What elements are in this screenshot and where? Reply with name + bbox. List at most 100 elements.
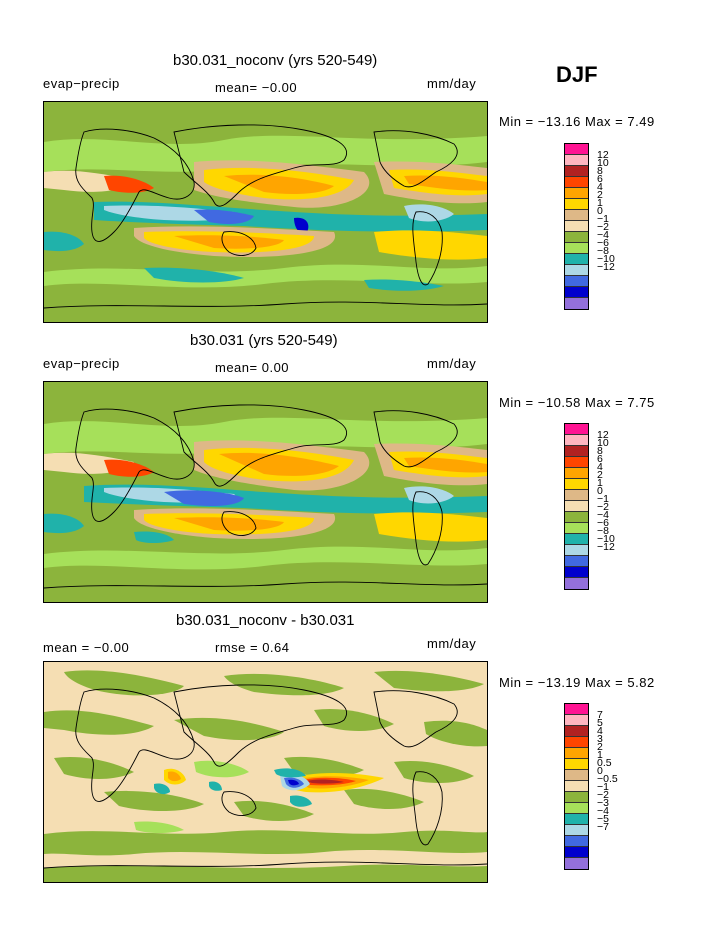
swatch — [565, 446, 588, 457]
panel-1-units-label: mm/day — [427, 76, 477, 91]
colorbar-tick-label: 6 — [597, 453, 603, 465]
swatch — [565, 748, 588, 759]
panel-1-contour-plot — [44, 102, 487, 322]
swatch — [565, 704, 588, 715]
colorbar-tick-label: 6 — [597, 173, 603, 185]
swatch — [565, 265, 588, 276]
swatch — [565, 199, 588, 210]
swatch — [565, 556, 588, 567]
colorbar-tick-label: 1 — [597, 197, 603, 209]
swatch — [565, 243, 588, 254]
swatch — [565, 578, 588, 589]
swatch — [565, 523, 588, 534]
swatch — [565, 545, 588, 556]
colorbar-tick-label: 10 — [597, 437, 609, 449]
colorbar-tick-label: 0 — [597, 485, 603, 497]
panel-2-units-label: mm/day — [427, 356, 477, 371]
colorbar-tick-label: −10 — [597, 253, 615, 265]
swatch — [565, 512, 588, 523]
swatch — [565, 715, 588, 726]
panel-2-variable-label: evap−precip — [43, 356, 120, 371]
panel-2-minmax: Min = −10.58 Max = 7.75 — [499, 395, 655, 410]
swatch — [565, 435, 588, 446]
swatch — [565, 155, 588, 166]
panel-1-variable-label: evap−precip — [43, 76, 120, 91]
panel-1-colorbar — [564, 143, 589, 310]
swatch — [565, 836, 588, 847]
swatch — [565, 254, 588, 265]
season-label: DJF — [556, 62, 598, 87]
swatch — [565, 792, 588, 803]
colorbar-tick-label: 8 — [597, 445, 603, 457]
panel-2-colorbar-labels: 12 10 8 6 4 2 1 0 −1 −2 −4 −6 −8 −10 −12 — [597, 429, 615, 553]
colorbar-tick-label: −8 — [597, 525, 609, 537]
swatch — [565, 858, 588, 869]
colorbar-tick-label: −10 — [597, 533, 615, 545]
colorbar-tick-label: 4 — [597, 725, 603, 737]
colorbar-tick-label: 0 — [597, 205, 603, 217]
colorbar-tick-label: −8 — [597, 245, 609, 257]
swatch — [565, 534, 588, 545]
colorbar-tick-label: 0.5 — [597, 757, 612, 769]
swatch — [565, 188, 588, 199]
swatch — [565, 232, 588, 243]
colorbar-tick-label: −4 — [597, 805, 609, 817]
swatch — [565, 737, 588, 748]
panel-1-colorbar-labels: 12 10 8 6 4 2 1 0 −1 −2 −4 −6 −8 −10 −12 — [597, 150, 615, 273]
colorbar-tick-label: 1 — [597, 477, 603, 489]
panel-2-title: b30.031 (yrs 520-549) — [190, 332, 338, 349]
swatch — [565, 847, 588, 858]
colorbar-tick-label: −12 — [597, 541, 615, 553]
panel-2-contour-plot — [44, 382, 487, 602]
swatch — [565, 490, 588, 501]
swatch — [565, 759, 588, 770]
swatch — [565, 298, 588, 309]
colorbar-tick-label: −0.5 — [597, 773, 618, 785]
swatch — [565, 177, 588, 188]
colorbar-tick-label: 1 — [597, 749, 603, 761]
colorbar-tick-label: −1 — [597, 781, 609, 793]
panel-1-mean-label: mean= −0.00 — [215, 80, 298, 95]
swatch — [565, 424, 588, 435]
swatch — [565, 276, 588, 287]
panel-3-title: b30.031_noconv - b30.031 — [176, 612, 355, 629]
panel-1-map — [43, 101, 488, 323]
colorbar-tick-label: 5 — [597, 717, 603, 729]
colorbar-tick-label: 0 — [597, 765, 603, 777]
colorbar-tick-label: −5 — [597, 813, 609, 825]
swatch — [565, 726, 588, 737]
swatch — [565, 479, 588, 490]
swatch — [565, 468, 588, 479]
swatch — [565, 803, 588, 814]
colorbar-tick-label: −6 — [597, 237, 609, 249]
colorbar-tick-label: −1 — [597, 493, 609, 505]
panel-3-mean-label: mean = −0.00 — [43, 640, 130, 655]
colorbar-tick-label: −2 — [597, 789, 609, 801]
colorbar-tick-label: −2 — [597, 501, 609, 513]
colorbar-tick-label: −3 — [597, 797, 609, 809]
swatch — [565, 166, 588, 177]
colorbar-tick-label: 12 — [597, 429, 609, 441]
colorbar-tick-label: −12 — [597, 261, 615, 273]
colorbar-tick-label: −7 — [597, 821, 609, 833]
panel-2-mean-label: mean= 0.00 — [215, 360, 290, 375]
panel-3-colorbar — [564, 703, 589, 870]
colorbar-tick-label: −1 — [597, 213, 609, 225]
swatch — [565, 770, 588, 781]
colorbar-tick-label: 4 — [597, 461, 603, 473]
panel-2-map — [43, 381, 488, 603]
colorbar-tick-label: 2 — [597, 469, 603, 481]
swatch — [565, 814, 588, 825]
colorbar-tick-label: 3 — [597, 733, 603, 745]
panel-3-rmse-label: rmse = 0.64 — [215, 640, 290, 655]
panel-3-colorbar-labels: 7 5 4 3 2 1 0.5 0 −0.5 −1 −2 −3 −4 −5 −7 — [597, 710, 618, 833]
colorbar-tick-label: 2 — [597, 741, 603, 753]
swatch — [565, 567, 588, 578]
swatch — [565, 221, 588, 232]
panel-3-minmax: Min = −13.19 Max = 5.82 — [499, 675, 655, 690]
colorbar-tick-label: −4 — [597, 509, 609, 521]
swatch — [565, 144, 588, 155]
colorbar-tick-label: 8 — [597, 165, 603, 177]
swatch — [565, 825, 588, 836]
swatch — [565, 457, 588, 468]
